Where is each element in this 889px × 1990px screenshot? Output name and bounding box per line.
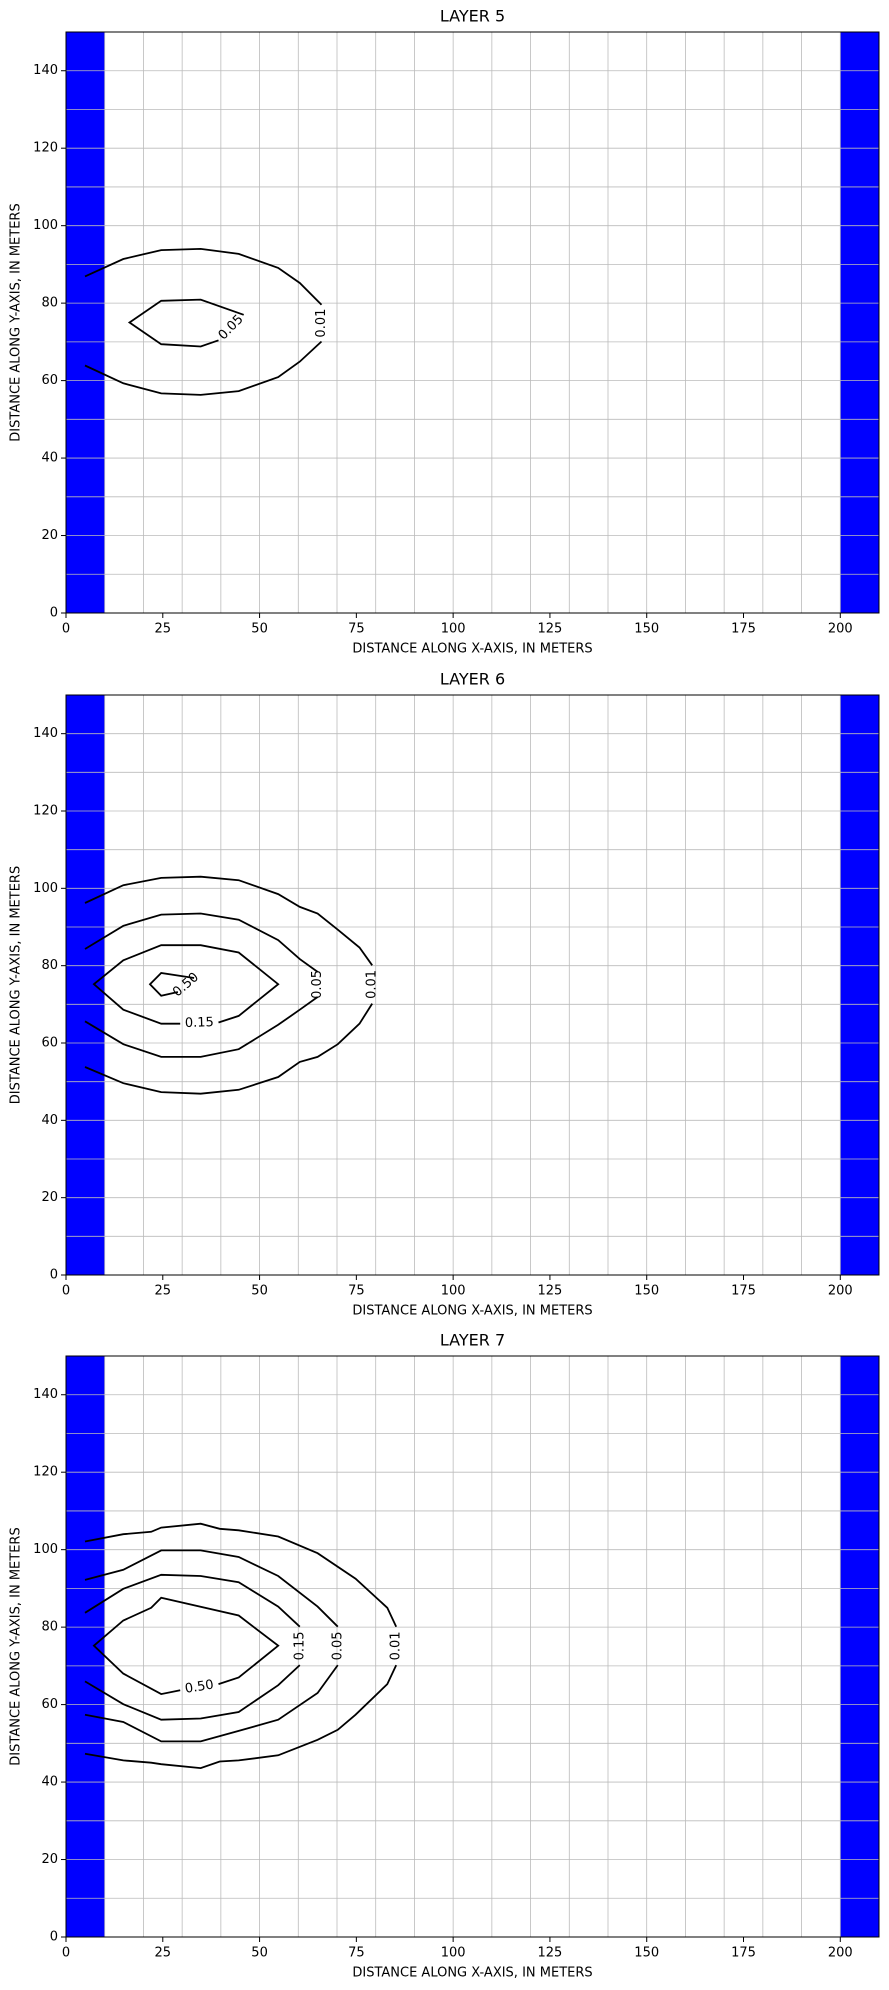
x-tick-label: 0 bbox=[62, 622, 70, 637]
boundary-cell bbox=[840, 32, 879, 613]
x-tick-label: 0 bbox=[62, 1946, 70, 1961]
y-axis-label: DISTANCE ALONG Y-AXIS, IN METERS bbox=[9, 203, 24, 441]
contour-label: 0.50 bbox=[184, 1677, 215, 1696]
x-tick-label: 0 bbox=[62, 1284, 70, 1299]
x-tick-label: 50 bbox=[251, 1284, 268, 1299]
contour-label: 0.15 bbox=[292, 1631, 307, 1660]
contour-label: 0.05 bbox=[216, 312, 247, 343]
contour-line bbox=[84, 875, 373, 1095]
y-tick-label: 100 bbox=[33, 1542, 58, 1557]
contour-line bbox=[84, 912, 319, 1058]
y-tick-label: 0 bbox=[50, 606, 58, 621]
y-tick-label: 20 bbox=[41, 1852, 58, 1867]
x-tick-label: 100 bbox=[441, 622, 466, 637]
x-tick-label: 100 bbox=[441, 1946, 466, 1961]
contour-line bbox=[92, 944, 280, 1025]
chart-title: LAYER 7 bbox=[440, 1331, 505, 1350]
axes-frame bbox=[65, 31, 880, 614]
x-tick-label: 25 bbox=[155, 622, 172, 637]
panel: LAYER 5 0.01 0.05 0 25 50 75 100 125 150 175 200 0 20… bbox=[9, 7, 880, 657]
x-tick-label: 175 bbox=[731, 1284, 756, 1299]
y-tick-label: 140 bbox=[33, 1387, 58, 1402]
y-tick-label: 40 bbox=[41, 451, 58, 466]
x-tick-label: 125 bbox=[538, 1284, 563, 1299]
y-tick-label: 120 bbox=[33, 141, 58, 156]
chart-title: LAYER 6 bbox=[440, 670, 505, 689]
boundary-cell bbox=[66, 1356, 105, 1937]
x-tick-label: 50 bbox=[251, 1946, 268, 1961]
y-tick-label: 80 bbox=[41, 958, 58, 973]
chart-title: LAYER 5 bbox=[440, 7, 505, 26]
x-tick-label: 175 bbox=[731, 1946, 756, 1961]
y-tick-label: 60 bbox=[41, 1697, 58, 1712]
y-tick-label: 140 bbox=[33, 726, 58, 741]
contour-label: 0.01 bbox=[389, 1631, 404, 1660]
y-tick-label: 0 bbox=[50, 1268, 58, 1283]
contour-line bbox=[84, 247, 323, 396]
y-axis-label: DISTANCE ALONG Y-AXIS, IN METERS bbox=[9, 866, 24, 1104]
y-tick-label: 20 bbox=[41, 528, 58, 543]
y-tick-label: 80 bbox=[41, 296, 58, 311]
x-tick-label: 150 bbox=[634, 1946, 659, 1961]
y-tick-label: 100 bbox=[33, 881, 58, 896]
axes-frame bbox=[65, 1355, 880, 1938]
x-tick-label: 50 bbox=[251, 622, 268, 637]
x-tick-label: 25 bbox=[155, 1284, 172, 1299]
contour-line bbox=[92, 1596, 280, 1696]
y-tick-label: 60 bbox=[41, 373, 58, 388]
x-tick-label: 75 bbox=[348, 1284, 365, 1299]
contour-label: 0.05 bbox=[330, 1631, 345, 1660]
x-tick-label: 75 bbox=[348, 622, 365, 637]
panel: LAYER 7 0.01 0.05 0.15 0.50 0 25 50 75 100 125 150 1… bbox=[9, 1331, 880, 1981]
x-tick-label: 125 bbox=[538, 622, 563, 637]
contour-line bbox=[148, 972, 195, 997]
x-axis-label: DISTANCE ALONG X-AXIS, IN METERS bbox=[352, 1304, 592, 1319]
contour-label: 0.15 bbox=[185, 1015, 214, 1031]
contour-line bbox=[84, 1573, 301, 1721]
y-tick-label: 120 bbox=[33, 804, 58, 819]
y-tick-label: 40 bbox=[41, 1113, 58, 1128]
x-tick-label: 150 bbox=[634, 1284, 659, 1299]
x-tick-label: 175 bbox=[731, 622, 756, 637]
y-tick-label: 140 bbox=[33, 63, 58, 78]
contour-line bbox=[127, 298, 244, 348]
contour-label: 0.01 bbox=[365, 970, 380, 999]
x-axis-label: DISTANCE ALONG X-AXIS, IN METERS bbox=[352, 1966, 592, 1981]
x-tick-label: 100 bbox=[441, 1284, 466, 1299]
x-tick-label: 75 bbox=[348, 1946, 365, 1961]
y-tick-label: 60 bbox=[41, 1036, 58, 1051]
boundary-cell bbox=[66, 32, 105, 613]
y-tick-label: 80 bbox=[41, 1620, 58, 1635]
y-axis-label: DISTANCE ALONG Y-AXIS, IN METERS bbox=[9, 1527, 24, 1765]
boundary-cell bbox=[66, 695, 105, 1275]
y-tick-label: 20 bbox=[41, 1190, 58, 1205]
contour-label: 0.01 bbox=[314, 309, 329, 338]
x-tick-label: 125 bbox=[538, 1946, 563, 1961]
y-tick-label: 120 bbox=[33, 1465, 58, 1480]
x-tick-label: 150 bbox=[634, 622, 659, 637]
x-tick-label: 25 bbox=[155, 1946, 172, 1961]
contour-line bbox=[84, 1549, 339, 1743]
contour-line bbox=[84, 1522, 398, 1770]
y-tick-label: 100 bbox=[33, 218, 58, 233]
x-tick-label: 200 bbox=[828, 1284, 853, 1299]
boundary-cell bbox=[840, 1356, 879, 1937]
contour-label: 0.05 bbox=[310, 970, 325, 999]
x-tick-label: 200 bbox=[828, 622, 853, 637]
axes-frame bbox=[65, 694, 880, 1276]
y-tick-label: 0 bbox=[50, 1930, 58, 1945]
boundary-cell bbox=[840, 695, 879, 1275]
x-axis-label: DISTANCE ALONG X-AXIS, IN METERS bbox=[352, 642, 592, 657]
panel: LAYER 60.010.050.150.500 25 50 75 100 125 150 1… bbox=[9, 670, 880, 1319]
x-tick-label: 200 bbox=[828, 1946, 853, 1961]
y-tick-label: 40 bbox=[41, 1775, 58, 1790]
